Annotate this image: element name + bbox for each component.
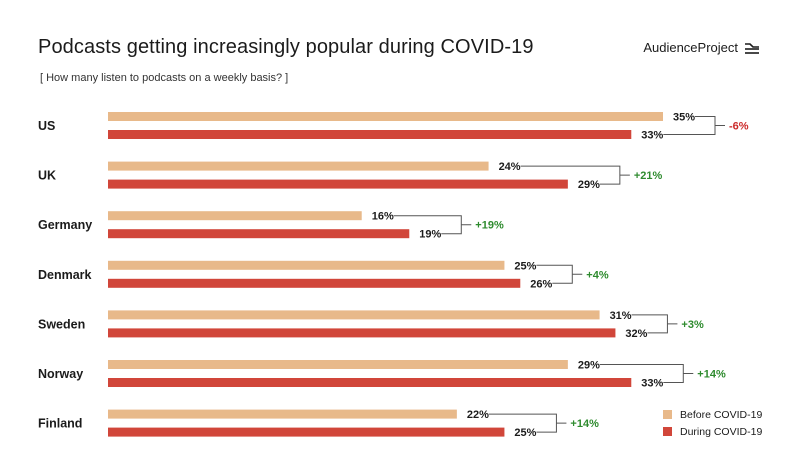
bar-during — [108, 229, 410, 239]
value-label-before: 16% — [372, 211, 394, 223]
bar-before — [108, 409, 457, 419]
brand-name: AudienceProject — [643, 40, 738, 55]
value-label-during: 33% — [641, 378, 663, 390]
category-label: Denmark — [38, 268, 92, 282]
brand-mark-icon — [745, 42, 759, 54]
change-bracket — [520, 165, 630, 185]
change-label: +19% — [475, 220, 504, 232]
bar-during — [108, 427, 505, 437]
value-label-during: 29% — [578, 179, 600, 191]
category-label: Finland — [38, 417, 82, 431]
value-label-during: 19% — [419, 229, 441, 241]
change-label: +21% — [634, 170, 663, 182]
bar-before — [108, 360, 568, 369]
bar-before — [108, 211, 362, 221]
chart-subtitle: [ How many listen to podcasts on a weekl… — [40, 72, 289, 84]
value-label-before: 35% — [673, 112, 695, 124]
bar-during — [108, 378, 632, 387]
category-label: US — [38, 119, 55, 133]
legend-swatch-before — [663, 410, 672, 419]
value-label-before: 24% — [499, 161, 521, 173]
value-label-during: 26% — [530, 278, 552, 290]
bar-before — [108, 260, 505, 270]
bar-during — [108, 179, 568, 189]
bar-during — [108, 130, 632, 139]
value-label-before: 29% — [578, 360, 600, 372]
value-label-during: 25% — [514, 427, 536, 439]
change-bracket — [536, 264, 583, 284]
chart-title: Podcasts getting increasingly popular du… — [38, 36, 534, 58]
change-bracket — [599, 364, 694, 383]
legend-label-before: Before COVID-19 — [680, 409, 762, 421]
change-bracket — [488, 413, 567, 433]
change-label: +14% — [570, 418, 599, 430]
bar-during — [108, 278, 521, 288]
value-label-before: 25% — [514, 260, 536, 272]
brand-logo: AudienceProject — [643, 40, 760, 55]
change-label: -6% — [729, 121, 749, 133]
category-label: Sweden — [38, 317, 85, 331]
category-label: Norway — [38, 367, 83, 381]
legend-label-during: During COVID-19 — [680, 426, 762, 438]
bar-before — [108, 112, 663, 121]
change-bracket — [663, 116, 725, 135]
value-label-before: 22% — [467, 409, 489, 421]
bar-during — [108, 328, 616, 338]
change-label: +3% — [681, 319, 704, 331]
bar-before — [108, 310, 600, 320]
value-label-during: 32% — [625, 328, 647, 340]
change-label: +4% — [586, 269, 609, 281]
category-label: Germany — [38, 218, 92, 232]
value-label-during: 33% — [641, 130, 663, 142]
bar-before — [108, 161, 489, 171]
change-label: +14% — [697, 369, 726, 381]
change-bracket — [393, 215, 472, 235]
category-label: UK — [38, 169, 56, 183]
value-label-before: 31% — [610, 310, 632, 322]
legend-swatch-during — [663, 427, 672, 436]
change-bracket — [631, 314, 678, 334]
